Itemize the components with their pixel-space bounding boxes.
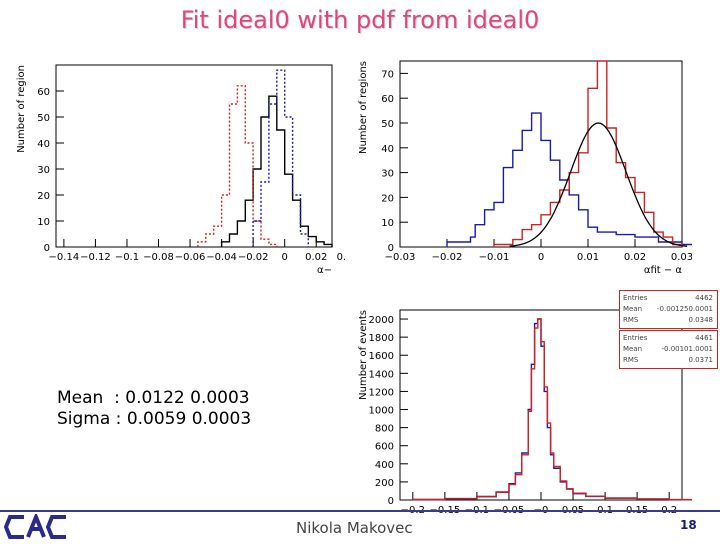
fit-box-frame	[619, 330, 718, 369]
x-tick-label: −0.02	[432, 252, 463, 263]
y-tick-label: 1800	[369, 333, 394, 344]
x-tick-label: −0.03	[385, 252, 416, 263]
y-tick-label: 1000	[369, 406, 394, 417]
fit-box-value: 0.0348	[689, 316, 714, 324]
fit-box-value: -0.001250.0001	[657, 305, 713, 313]
x-tick-label: −0.1	[115, 252, 139, 263]
y-tick-label: 200	[375, 478, 394, 489]
y-tick-label: 0	[388, 243, 394, 254]
fit-box-value: -0.00101.0001	[661, 345, 713, 353]
x-tick-label: −0.01	[479, 252, 510, 263]
author-name: Nikola Makovec	[296, 519, 413, 537]
fit-box-key: Mean	[623, 345, 642, 353]
fit-box-key: RMS	[623, 356, 639, 364]
y-axis-label: Number of events	[358, 310, 369, 400]
x-tick-label: −0.02	[238, 252, 269, 263]
y-tick-label: 0	[44, 243, 50, 254]
fit-box-value: 0.0371	[689, 356, 714, 364]
y-tick-label: 40	[381, 144, 394, 155]
footer-divider	[0, 510, 720, 512]
x-tick-label: −0.08	[143, 252, 174, 263]
page-number: 18	[680, 518, 697, 532]
y-tick-label: 400	[375, 460, 394, 471]
y-tick-label: 1600	[369, 351, 394, 362]
x-tick-label: 0.01	[577, 252, 599, 263]
x-tick-label: −0.04	[206, 252, 237, 263]
x-tick-label: −0.12	[80, 252, 111, 263]
fit-box-value: 4461	[695, 334, 713, 342]
x-tick-label: −0.14	[49, 252, 80, 263]
y-tick-label: 40	[37, 139, 50, 150]
x-tick-label: 0	[281, 252, 287, 263]
fit-box-frame	[619, 290, 718, 329]
histogram-red	[412, 318, 692, 501]
x-axis-label: α−	[317, 265, 332, 276]
fit-box-key: Entries	[623, 294, 648, 302]
x-tick-label: 0.04	[337, 252, 345, 263]
y-tick-label: 60	[381, 94, 394, 105]
histogram-red	[493, 60, 683, 247]
y-tick-label: 0	[388, 496, 394, 507]
slide-title: Fit ideal0 with pdf from ideal0	[180, 6, 540, 34]
x-tick-label: 0.02	[305, 252, 327, 263]
histogram-alpha-residual: 0 10 20 30 40 50 60 −0.14 −0.12 −0.1 −0.08 −0.06 −0.…	[10, 55, 345, 285]
fit-box-key: RMS	[623, 316, 639, 324]
histogram-red-dotted	[197, 85, 278, 247]
y-tick-label: 10	[37, 217, 50, 228]
y-tick-label: 800	[375, 424, 394, 435]
histogram-blue-dotted	[252, 69, 309, 247]
y-tick-label: 1200	[369, 387, 394, 398]
fit-result-text: Mean : 0.0122 0.0003 Sigma : 0.0059 0.00…	[57, 388, 252, 429]
y-tick-label: 60	[37, 87, 50, 98]
x-tick-label: 0.03	[671, 252, 692, 263]
y-tick-label: 10	[381, 218, 394, 229]
gaussian-fit-curve	[509, 122, 688, 247]
y-axis-label: Number of regions	[358, 61, 369, 154]
histogram-alpha-fit: 0 10 20 30 40 50 60 70 −0.03 −0.02 −0.01 0 0.01 0.02 0…	[352, 55, 692, 285]
plot-frame	[55, 64, 333, 248]
y-tick-label: 600	[375, 442, 394, 453]
y-tick-label: 2000	[369, 315, 394, 326]
y-tick-label: 50	[381, 119, 394, 130]
x-axis-label: αfit − α	[644, 265, 683, 276]
y-tick-label: 1400	[369, 369, 394, 380]
histogram-black	[220, 95, 333, 247]
fit-box-value: 4462	[695, 294, 713, 302]
lal-logo	[2, 511, 72, 540]
y-tick-label: 30	[37, 165, 50, 176]
fit-box-key: Entries	[623, 334, 648, 342]
y-tick-label: 30	[381, 169, 394, 180]
x-tick-label: 0	[538, 252, 544, 263]
histogram-blue	[446, 112, 692, 247]
x-tick-label: −0.06	[175, 252, 206, 263]
y-tick-label: 50	[37, 113, 50, 124]
y-tick-label: 20	[381, 193, 394, 204]
x-tick-label: 0.02	[624, 252, 646, 263]
fit-box-key: Mean	[623, 305, 642, 313]
y-tick-label: 70	[381, 69, 394, 80]
fit-stats-panel: Entries 4462 Mean -0.001250.0001 RMS 0.0348 En…	[619, 290, 718, 370]
y-axis-label: Number of region	[16, 65, 27, 153]
y-tick-label: 20	[37, 191, 50, 202]
